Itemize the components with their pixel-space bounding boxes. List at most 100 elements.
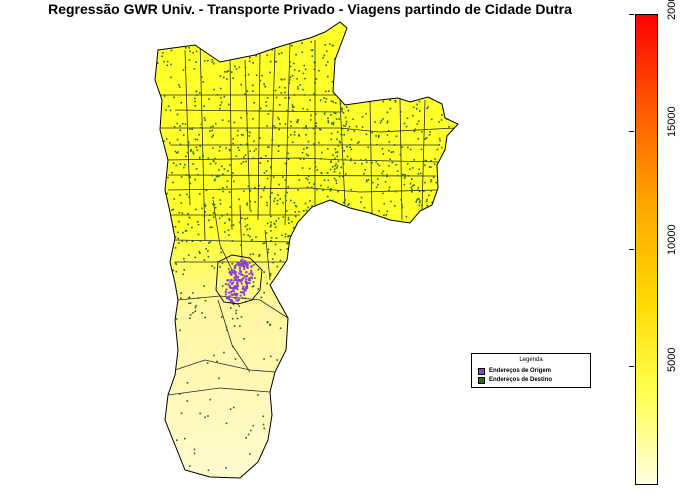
destination-point (426, 214, 429, 216)
destination-point (413, 159, 415, 161)
destination-point (350, 159, 352, 162)
destination-point (265, 101, 267, 103)
destination-point (192, 151, 194, 153)
destination-point (371, 181, 374, 184)
destination-point (400, 111, 402, 113)
destination-point (180, 292, 182, 294)
colorbar-tick (629, 248, 634, 250)
destination-point (328, 90, 330, 92)
destination-point (305, 233, 307, 236)
destination-point (343, 98, 345, 100)
destination-point (338, 118, 340, 120)
destination-point (287, 274, 289, 277)
destination-point (252, 42, 254, 45)
destination-point (442, 177, 444, 180)
destination-point (201, 312, 203, 314)
destination-point (383, 220, 385, 222)
destination-point (306, 108, 309, 111)
legend-title: Legenda (519, 357, 543, 363)
destination-point (194, 100, 196, 103)
destination-point (348, 46, 351, 49)
destination-point (449, 211, 451, 214)
destination-point (332, 121, 335, 124)
destination-point (209, 398, 211, 401)
destination-point (411, 167, 414, 169)
destination-point (192, 163, 194, 165)
destination-point (178, 242, 180, 244)
destination-point (195, 90, 198, 93)
destination-point (233, 325, 236, 327)
destination-point (324, 101, 327, 103)
destination-point (178, 211, 181, 214)
destination-point (339, 141, 342, 144)
destination-point (277, 432, 279, 434)
destination-point (341, 127, 344, 130)
destination-point (207, 255, 210, 258)
destination-point (246, 224, 249, 226)
destination-point (456, 147, 458, 149)
destination-point (226, 329, 228, 331)
destination-point (332, 232, 334, 235)
destination-point (329, 43, 331, 45)
destination-point (330, 161, 332, 163)
destination-point (448, 126, 450, 128)
origin-point (234, 275, 237, 278)
destination-point (338, 75, 340, 78)
destination-point (350, 188, 353, 191)
destination-point (367, 146, 369, 149)
destination-point (277, 469, 279, 471)
origin-point (236, 279, 238, 282)
origin-point (245, 266, 248, 268)
destination-point (221, 215, 223, 217)
destination-point (183, 269, 185, 271)
destination-point (405, 125, 408, 128)
destination-point (195, 146, 198, 149)
destination-point (286, 191, 288, 194)
destination-point (304, 202, 307, 205)
destination-point (354, 162, 356, 164)
destination-point (335, 102, 337, 104)
destination-point (260, 107, 262, 110)
destination-point (209, 214, 211, 216)
destination-point (314, 161, 316, 164)
destination-point (223, 168, 226, 170)
destination-point (307, 175, 310, 178)
destination-point (302, 72, 305, 75)
destination-point (452, 182, 454, 185)
legend-item-destination: Endereços de Destino (478, 376, 552, 384)
origin-point (238, 267, 241, 270)
destination-point (322, 207, 325, 209)
destination-point (182, 69, 185, 71)
destination-point (235, 68, 238, 70)
colorbar-tick (629, 131, 634, 133)
destination-point (393, 144, 396, 146)
destination-point (243, 190, 245, 192)
destination-point (356, 99, 358, 101)
origin-point (224, 293, 227, 296)
destination-point (293, 134, 296, 136)
origin-point (233, 269, 236, 272)
destination-point (238, 198, 240, 201)
destination-point (165, 44, 168, 46)
destination-point (173, 198, 176, 200)
destination-point (305, 209, 308, 212)
destination-point (252, 253, 254, 255)
destination-point (174, 262, 177, 264)
destination-point (336, 165, 339, 167)
destination-point (257, 394, 259, 396)
destination-point (270, 215, 272, 218)
origin-point (238, 264, 241, 267)
destination-point (226, 180, 229, 182)
destination-point (453, 179, 456, 182)
destination-point (335, 182, 338, 185)
destination-point (295, 205, 298, 208)
destination-point (188, 196, 190, 198)
destination-point (417, 189, 419, 191)
destination-point (251, 285, 254, 288)
origin-point (234, 266, 237, 269)
destination-point (313, 183, 315, 185)
destination-point (268, 146, 270, 148)
destination-point (206, 60, 209, 62)
destination-point (407, 146, 409, 149)
destination-point (251, 51, 253, 53)
